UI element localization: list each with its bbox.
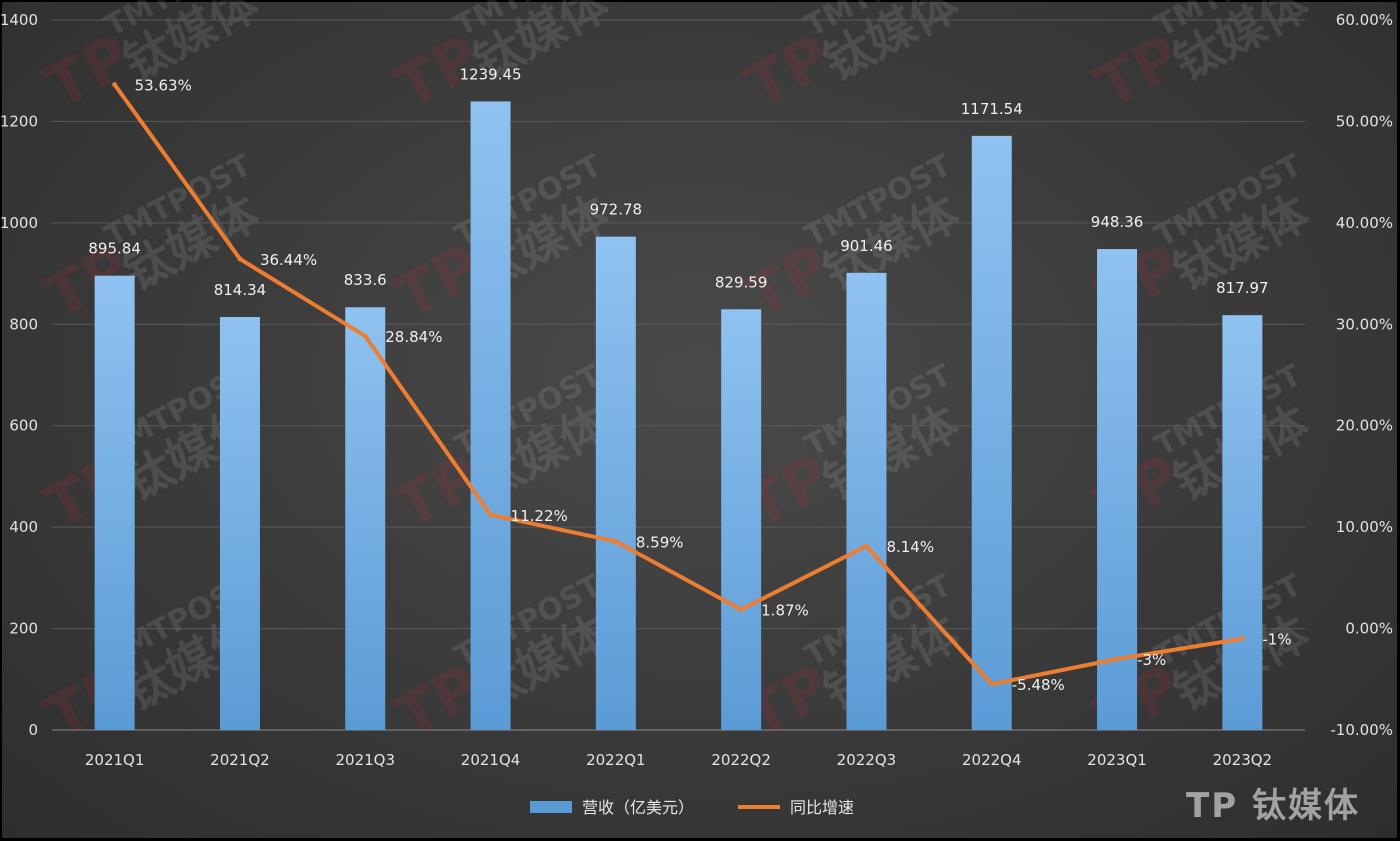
right-axis-tick: 10.00% <box>1336 518 1393 536</box>
x-axis-tick: 2021Q3 <box>335 751 395 769</box>
bar <box>1097 249 1138 730</box>
bar <box>1222 315 1263 730</box>
line-data-label: -5.48% <box>1012 676 1065 694</box>
bar <box>971 135 1012 730</box>
right-axis-tick: 20.00% <box>1336 417 1393 435</box>
line-point <box>237 256 243 262</box>
grid-lines <box>52 19 1305 731</box>
bar-data-label: 1171.54 <box>961 100 1023 118</box>
left-axis-tick: 800 <box>9 315 38 333</box>
bar <box>846 272 887 730</box>
left-axis-tick: 1200 <box>0 112 38 130</box>
left-axis-ticks: 0 200 400 600 800 1000 1200 1400 <box>0 11 38 739</box>
line-point <box>613 538 619 544</box>
right-axis-tick: 30.00% <box>1336 315 1393 333</box>
x-axis-tick: 2022Q1 <box>586 751 646 769</box>
left-axis-tick: 1400 <box>0 11 38 29</box>
bar <box>219 317 260 730</box>
line-point <box>738 607 744 613</box>
x-axis-tick: 2021Q2 <box>210 751 270 769</box>
x-axis-tick: 2023Q1 <box>1087 751 1147 769</box>
line-data-label: -3% <box>1137 651 1166 669</box>
x-axis-tick: 2023Q2 <box>1213 751 1273 769</box>
bar-data-label: 948.36 <box>1091 213 1144 231</box>
legend-label-bar: 营收（亿美元） <box>582 798 694 817</box>
bar <box>595 236 636 731</box>
right-axis-tick: 0.00% <box>1345 620 1393 638</box>
line-series <box>112 82 1245 687</box>
line-data-label: 53.63% <box>135 77 192 95</box>
bar-data-label: 1239.45 <box>460 65 522 83</box>
line-point <box>863 543 869 549</box>
bar-data-label: 817.97 <box>1216 279 1269 297</box>
line-data-label: 11.22% <box>511 507 568 525</box>
line-point <box>1114 656 1120 662</box>
bar-series <box>94 101 1263 731</box>
line-data-labels: 53.63% 36.44% 28.84% 11.22% 8.59% 1.87% 8.14% -… <box>135 77 1292 695</box>
right-axis-tick: 50.00% <box>1336 112 1393 130</box>
x-axis-tick: 2022Q2 <box>711 751 771 769</box>
line-data-label: -1% <box>1262 631 1291 649</box>
left-axis-tick: 1000 <box>0 214 38 232</box>
bar-data-labels: 895.84 814.34 833.6 1239.45 972.78 829.59 901.… <box>88 65 1268 299</box>
bar-data-label: 972.78 <box>590 201 643 219</box>
left-axis-tick: 400 <box>9 518 38 536</box>
legend-label-line: 同比增速 <box>790 798 854 817</box>
bar-data-label: 895.84 <box>88 240 141 258</box>
line-point <box>989 681 995 687</box>
line-data-label: 28.84% <box>385 328 442 346</box>
bar <box>721 309 762 730</box>
x-axis-tick: 2022Q4 <box>962 751 1022 769</box>
line-point <box>1239 636 1245 642</box>
legend-swatch-bar <box>530 801 572 813</box>
right-axis-tick: 40.00% <box>1336 214 1393 232</box>
bar <box>470 101 511 731</box>
bar <box>94 275 135 730</box>
legend: 营收（亿美元） 同比增速 <box>530 798 854 817</box>
growth-line <box>113 83 1243 687</box>
right-axis-tick: 60.00% <box>1336 11 1393 29</box>
line-point <box>362 333 368 339</box>
bar-data-label: 829.59 <box>715 273 768 291</box>
line-data-label: 8.14% <box>886 538 934 556</box>
line-data-label: 36.44% <box>260 251 317 269</box>
line-point <box>488 512 494 518</box>
right-axis-ticks: -10.00% 0.00% 10.00% 20.00% 30.00% 40.00% 50.0… <box>1330 11 1393 739</box>
x-axis-tick: 2022Q3 <box>837 751 897 769</box>
bar-data-label: 901.46 <box>840 237 893 255</box>
line-point <box>112 82 118 88</box>
bar-data-label: 814.34 <box>214 281 267 299</box>
x-axis-tick: 2021Q1 <box>85 751 145 769</box>
left-axis-tick: 200 <box>9 620 38 638</box>
left-axis-tick: 0 <box>28 721 38 739</box>
line-data-label: 1.87% <box>761 602 809 620</box>
bar-data-label: 833.6 <box>344 271 387 289</box>
line-data-label: 8.59% <box>636 533 684 551</box>
right-axis-tick: -10.00% <box>1330 721 1393 739</box>
x-axis-tick: 2021Q4 <box>461 751 521 769</box>
corner-watermark: TP 钛媒体 <box>1186 786 1360 826</box>
x-axis-ticks: 2021Q1 2021Q2 2021Q3 2021Q4 2022Q1 2022Q2 2022… <box>85 751 1272 769</box>
left-axis-tick: 600 <box>9 417 38 435</box>
bar <box>345 307 386 730</box>
